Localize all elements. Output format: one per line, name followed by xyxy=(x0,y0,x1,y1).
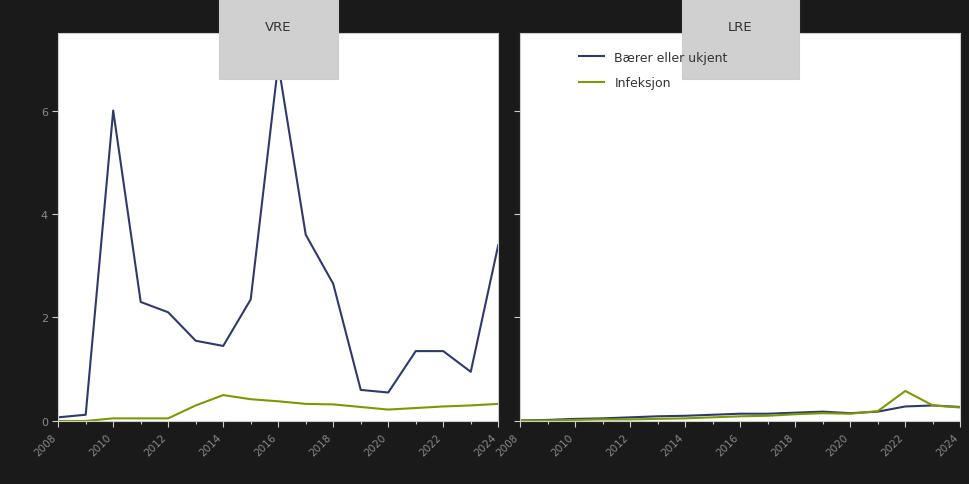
Infeksjon xyxy=(926,403,938,408)
Bærer eller ukjent xyxy=(816,409,828,415)
Infeksjon xyxy=(108,416,119,422)
Bærer eller ukjent xyxy=(624,415,636,421)
Infeksjon xyxy=(844,411,856,417)
Bærer eller ukjent xyxy=(79,412,91,418)
Infeksjon xyxy=(190,403,202,408)
Infeksjon xyxy=(816,410,828,416)
Infeksjon xyxy=(52,418,64,424)
Line: Bærer eller ukjent: Bærer eller ukjent xyxy=(58,65,498,418)
Infeksjon xyxy=(953,405,965,410)
Bærer eller ukjent xyxy=(678,413,690,419)
Bærer eller ukjent xyxy=(52,415,64,421)
Infeksjon xyxy=(706,415,718,421)
Infeksjon xyxy=(898,388,910,394)
Bærer eller ukjent xyxy=(108,108,119,114)
Bærer eller ukjent xyxy=(514,418,525,424)
Bærer eller ukjent xyxy=(328,281,339,287)
Infeksjon xyxy=(437,404,449,409)
Infeksjon xyxy=(762,413,773,419)
Infeksjon xyxy=(217,393,229,398)
Bærer eller ukjent xyxy=(926,403,938,408)
Infeksjon xyxy=(244,396,256,402)
Bærer eller ukjent xyxy=(569,416,580,422)
Infeksjon xyxy=(651,416,663,422)
Infeksjon xyxy=(410,405,422,411)
Bærer eller ukjent xyxy=(190,338,202,344)
Infeksjon xyxy=(569,417,580,423)
Title: LRE: LRE xyxy=(727,21,752,34)
Bærer eller ukjent xyxy=(953,404,965,410)
Bærer eller ukjent xyxy=(272,62,284,68)
Bærer eller ukjent xyxy=(898,404,910,409)
Bærer eller ukjent xyxy=(596,416,608,422)
Infeksjon xyxy=(596,417,608,423)
Infeksjon xyxy=(789,411,800,417)
Bærer eller ukjent xyxy=(789,410,800,416)
Infeksjon xyxy=(272,398,284,404)
Bærer eller ukjent xyxy=(244,297,256,302)
Bærer eller ukjent xyxy=(464,369,476,375)
Bærer eller ukjent xyxy=(762,411,773,417)
Infeksjon xyxy=(382,407,393,413)
Infeksjon xyxy=(492,401,504,407)
Bærer eller ukjent xyxy=(410,348,422,354)
Infeksjon xyxy=(514,418,525,424)
Infeksjon xyxy=(135,416,146,422)
Infeksjon xyxy=(299,401,311,407)
Bærer eller ukjent xyxy=(734,411,745,417)
Infeksjon xyxy=(162,416,173,422)
Infeksjon xyxy=(542,418,553,424)
Infeksjon xyxy=(871,408,883,414)
Bærer eller ukjent xyxy=(706,412,718,418)
Line: Infeksjon: Infeksjon xyxy=(58,395,498,421)
Bærer eller ukjent xyxy=(299,232,311,238)
Bærer eller ukjent xyxy=(542,417,553,423)
Infeksjon xyxy=(464,403,476,408)
Bærer eller ukjent xyxy=(217,343,229,349)
Infeksjon xyxy=(328,402,339,408)
Bærer eller ukjent xyxy=(492,242,504,248)
Infeksjon xyxy=(678,416,690,422)
Infeksjon xyxy=(624,417,636,423)
Bærer eller ukjent xyxy=(844,410,856,416)
Infeksjon xyxy=(355,404,366,410)
Infeksjon xyxy=(734,413,745,419)
Title: VRE: VRE xyxy=(265,21,291,34)
Line: Infeksjon: Infeksjon xyxy=(519,391,959,421)
Line: Bærer eller ukjent: Bærer eller ukjent xyxy=(519,406,959,421)
Infeksjon xyxy=(79,418,91,424)
Bærer eller ukjent xyxy=(437,348,449,354)
Bærer eller ukjent xyxy=(162,310,173,316)
Bærer eller ukjent xyxy=(382,390,393,395)
Bærer eller ukjent xyxy=(135,300,146,305)
Bærer eller ukjent xyxy=(871,409,883,415)
Bærer eller ukjent xyxy=(651,413,663,419)
Bærer eller ukjent xyxy=(355,387,366,393)
Legend: Bærer eller ukjent, Infeksjon: Bærer eller ukjent, Infeksjon xyxy=(578,52,727,90)
